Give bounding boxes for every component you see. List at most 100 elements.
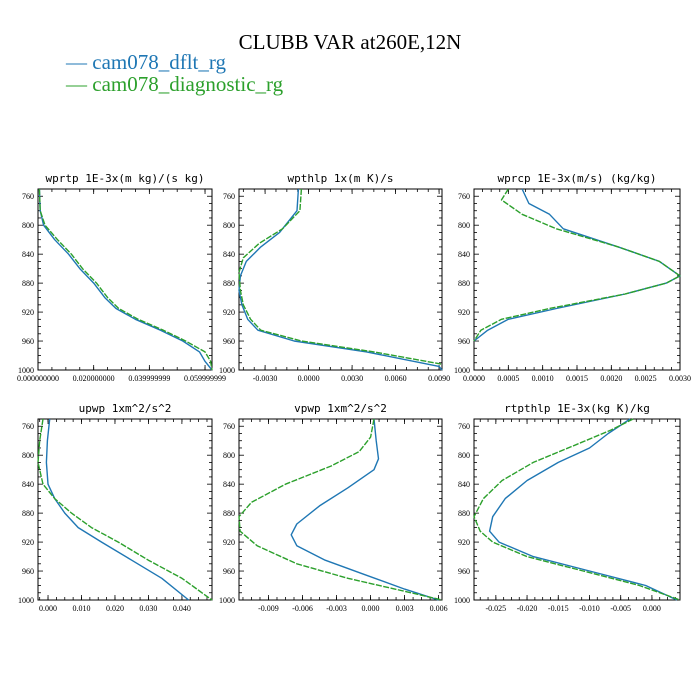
y-tick-label: 760 [458,192,470,201]
y-tick-label: 760 [22,192,34,201]
x-tick-label: 0.000000000 [17,374,59,383]
x-tick-label: 0.0030 [669,374,691,383]
series-line-diagnostic [38,188,213,371]
x-tick-label: 0.000 [362,604,380,613]
y-tick-label: 840 [458,250,470,259]
series-line-dflt [290,418,439,601]
x-tick-label: 0.039999999 [128,374,170,383]
x-tick-label: 0.010 [73,604,91,613]
y-tick-label: 920 [223,538,235,547]
y-tick-label: 960 [458,567,470,576]
series-line-diagnostic [238,188,443,365]
y-tick-label: 920 [458,538,470,547]
x-tick-label: 0.000 [643,604,661,613]
y-tick-label: 960 [223,337,235,346]
legend-label: cam078_dflt_rg [92,50,227,74]
y-tick-label: 840 [22,480,34,489]
series-line-dflt [473,188,681,342]
plot-frame [37,418,213,601]
y-tick-label: 920 [22,308,34,317]
subplot-title: wpthlp 1x(m K)/s [288,172,394,185]
y-tick-label: 840 [22,250,34,259]
y-tick-label: 760 [223,192,235,201]
plot-frame [473,418,681,601]
y-tick-label: 920 [22,538,34,547]
x-tick-label: -0.020 [517,604,538,613]
subplot-4: upwp 1xm^2/s^2 760 800 840 880 920 960 1000 0.00… [18,402,213,613]
x-tick-label: -0.009 [258,604,279,613]
legend-dash: — [66,50,93,74]
y-tick-label: 1000 [219,366,235,375]
x-tick-label: -0.005 [610,604,631,613]
y-tick-label: 1000 [18,366,34,375]
series-line-diagnostic [238,418,443,601]
x-tick-label: -0.010 [579,604,600,613]
x-tick-label: 0.0060 [385,374,407,383]
subplot-3: wprcp 1E-3x(m/s) (kg/kg) 760 800 840 880 920 9… [454,172,691,383]
y-tick-label: 1000 [219,596,235,605]
y-tick-label: 760 [223,422,235,431]
x-tick-label: 0.000 [39,604,57,613]
x-tick-label: 0.030 [139,604,157,613]
x-tick-label: 0.0010 [532,374,554,383]
x-tick-label: 0.059999999 [184,374,226,383]
subplot-1: wprtp 1E-3x(m kg)/(s kg) 760 800 840 880 920 9… [17,172,226,383]
y-tick-label: 880 [458,509,470,518]
x-tick-label: 0.020000000 [73,374,115,383]
y-tick-label: 920 [458,308,470,317]
series-line-diagnostic [37,418,213,601]
plot-frame [37,188,213,371]
series-line-diagnostic [473,418,681,601]
series-line-dflt [488,418,678,601]
subplot-title: wprtp 1E-3x(m kg)/(s kg) [46,172,205,185]
series-line-diagnostic [473,188,681,342]
series-line-dflt [238,188,443,371]
x-tick-label: 0.0030 [341,374,363,383]
x-tick-label: 0.0015 [566,374,588,383]
x-tick-label: 0.040 [173,604,191,613]
x-tick-label: 0.0000 [298,374,320,383]
series-line-dflt [38,188,213,371]
y-tick-label: 800 [223,451,235,460]
y-tick-label: 800 [22,451,34,460]
figure-title: CLUBB VAR at260E,12N [238,30,462,54]
y-tick-label: 880 [458,279,470,288]
x-tick-label: 0.0005 [497,374,519,383]
y-tick-label: 960 [22,567,34,576]
plot-frame [238,188,443,371]
y-tick-label: 800 [458,451,470,460]
x-tick-label: 0.006 [430,604,448,613]
y-tick-label: 880 [223,509,235,518]
x-tick-label: 0.003 [396,604,414,613]
series-line-dflt [45,418,190,601]
subplot-2: wpthlp 1x(m K)/s 760 800 840 880 920 960 1000 -0… [219,172,450,383]
y-tick-label: 760 [22,422,34,431]
y-tick-label: 840 [223,250,235,259]
subplot-title: wprcp 1E-3x(m/s) (kg/kg) [498,172,657,185]
x-tick-label: -0.006 [292,604,313,613]
y-tick-label: 760 [458,422,470,431]
y-tick-label: 1000 [454,366,470,375]
x-tick-label: 0.0090 [428,374,450,383]
y-tick-label: 920 [223,308,235,317]
legend-dash: — [66,72,93,96]
subplot-title: vpwp 1xm^2/s^2 [294,402,387,415]
y-tick-label: 880 [22,279,34,288]
y-tick-label: 840 [223,480,235,489]
x-tick-label: 0.0000 [463,374,485,383]
subplot-5: vpwp 1xm^2/s^2 760 800 840 880 920 960 1000 -0.0… [219,402,448,613]
y-tick-label: 800 [22,221,34,230]
y-tick-label: 1000 [454,596,470,605]
subplot-6: rtpthlp 1E-3x(kg K)/kg 760 800 840 880 920 960… [454,402,681,613]
legend-label: cam078_diagnostic_rg [92,72,284,96]
x-tick-label: -0.0030 [253,374,278,383]
y-tick-label: 880 [22,509,34,518]
x-tick-label: 0.0025 [635,374,657,383]
y-tick-label: 800 [223,221,235,230]
x-tick-label: 0.020 [106,604,124,613]
legend: — cam078_dflt_rg — cam078_diagnostic_rg [66,51,283,95]
y-tick-label: 960 [223,567,235,576]
y-tick-label: 1000 [18,596,34,605]
x-tick-label: -0.025 [486,604,507,613]
subplot-title: rtpthlp 1E-3x(kg K)/kg [504,402,650,415]
